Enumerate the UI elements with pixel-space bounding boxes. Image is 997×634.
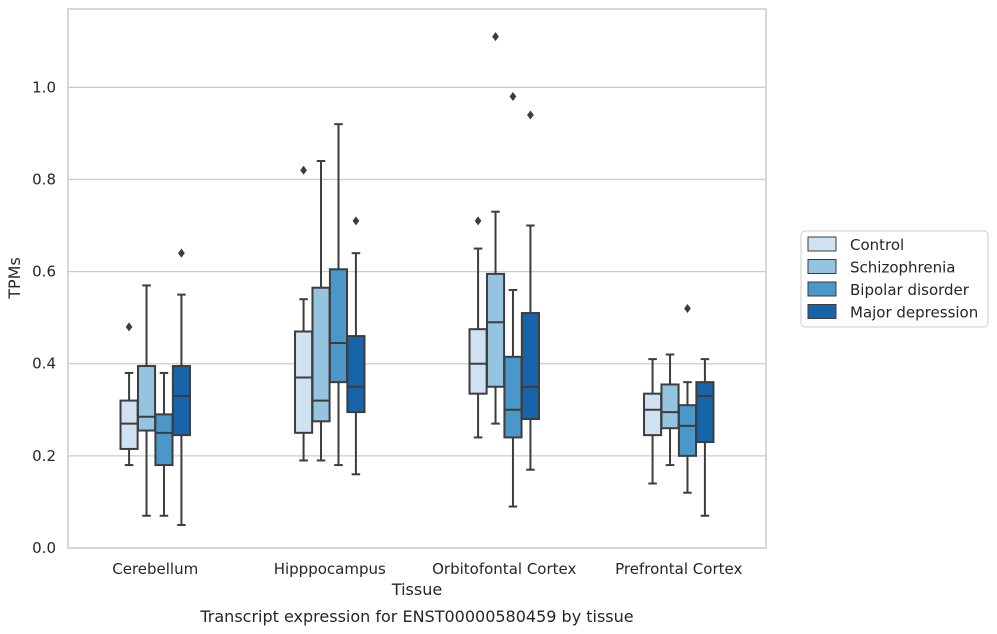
- legend-label: Control: [850, 236, 904, 254]
- box-major-depression: [171, 248, 191, 526]
- y-tick-labels: 0.0 0.2 0.4 0.6 0.8 1.0: [32, 78, 56, 557]
- legend-frame: [800, 230, 989, 328]
- box-body: [660, 383, 680, 430]
- box-control: [468, 216, 488, 439]
- box-schizophrenia: [660, 353, 680, 467]
- boxes-layer: [119, 32, 715, 526]
- outlier-point: [300, 165, 307, 175]
- box-body: [503, 355, 523, 439]
- box-schizophrenia: [136, 284, 157, 517]
- legend-label: Major depression: [850, 304, 978, 322]
- outlier-point: [352, 216, 360, 226]
- box-major-depression: [695, 358, 715, 517]
- chart-caption: Transcript expression for ENST0000058045…: [199, 607, 633, 626]
- box-bipolar-disorder: [328, 123, 349, 467]
- x-tick-labels: Cerebellum Hipppocampus Orbitofontal Corte…: [112, 560, 742, 578]
- outlier-point: [527, 110, 534, 120]
- plot-area-frame: [67, 8, 767, 549]
- box-body: [695, 381, 715, 444]
- y-tick-label: 0.4: [32, 355, 56, 373]
- box-body: [119, 399, 139, 450]
- x-axis-title: Tissue: [391, 580, 442, 599]
- box-bipolar-disorder: [503, 92, 523, 508]
- legend-label: Bipolar disorder: [850, 281, 970, 299]
- gridlines: [68, 86, 766, 549]
- legend-swatch: [807, 281, 837, 297]
- box-body: [136, 365, 157, 432]
- outlier-point: [178, 248, 185, 258]
- box-body: [485, 272, 506, 388]
- box-bipolar-disorder: [677, 303, 698, 494]
- x-tick-label: Cerebellum: [112, 560, 198, 578]
- box-body: [294, 330, 314, 434]
- box-schizophrenia: [311, 160, 331, 462]
- y-tick-label: 0.8: [32, 170, 56, 188]
- x-tick-label: Prefrontal Cortex: [615, 560, 742, 578]
- outlier-point: [474, 216, 482, 226]
- box-body: [328, 268, 349, 384]
- legend-label: Schizophrenia: [850, 259, 955, 277]
- legend-swatch: [807, 304, 837, 319]
- box-body: [643, 392, 663, 437]
- outlier-point: [684, 303, 691, 313]
- box-body: [346, 335, 366, 414]
- box-control: [294, 165, 314, 462]
- outlier-point: [125, 322, 133, 332]
- box-body: [677, 404, 698, 457]
- box-control: [643, 358, 663, 485]
- box-body: [520, 312, 540, 421]
- box-schizophrenia: [485, 32, 506, 425]
- y-tick-label: 1.0: [32, 78, 56, 96]
- box-bipolar-disorder: [154, 371, 174, 517]
- box-major-depression: [520, 110, 540, 471]
- box-body: [154, 413, 174, 467]
- box-major-depression: [346, 216, 366, 476]
- x-tick-label: Hipppocampus: [274, 560, 386, 578]
- outlier-point: [492, 32, 499, 42]
- x-tick-label: Orbitofontal Cortex: [432, 560, 576, 578]
- outlier-point: [509, 92, 517, 102]
- box-control: [119, 322, 139, 467]
- legend-swatch: [807, 236, 837, 252]
- y-tick-label: 0.6: [32, 263, 56, 281]
- y-tick-label: 0.2: [32, 447, 56, 465]
- legend-swatch: [807, 259, 837, 274]
- y-axis-title: TPMs: [5, 257, 24, 300]
- legend: Control Schizophrenia Bipolar disorder Majo…: [800, 230, 989, 328]
- box-body: [171, 365, 191, 437]
- box-body: [468, 328, 488, 395]
- y-tick-label: 0.0: [32, 539, 56, 557]
